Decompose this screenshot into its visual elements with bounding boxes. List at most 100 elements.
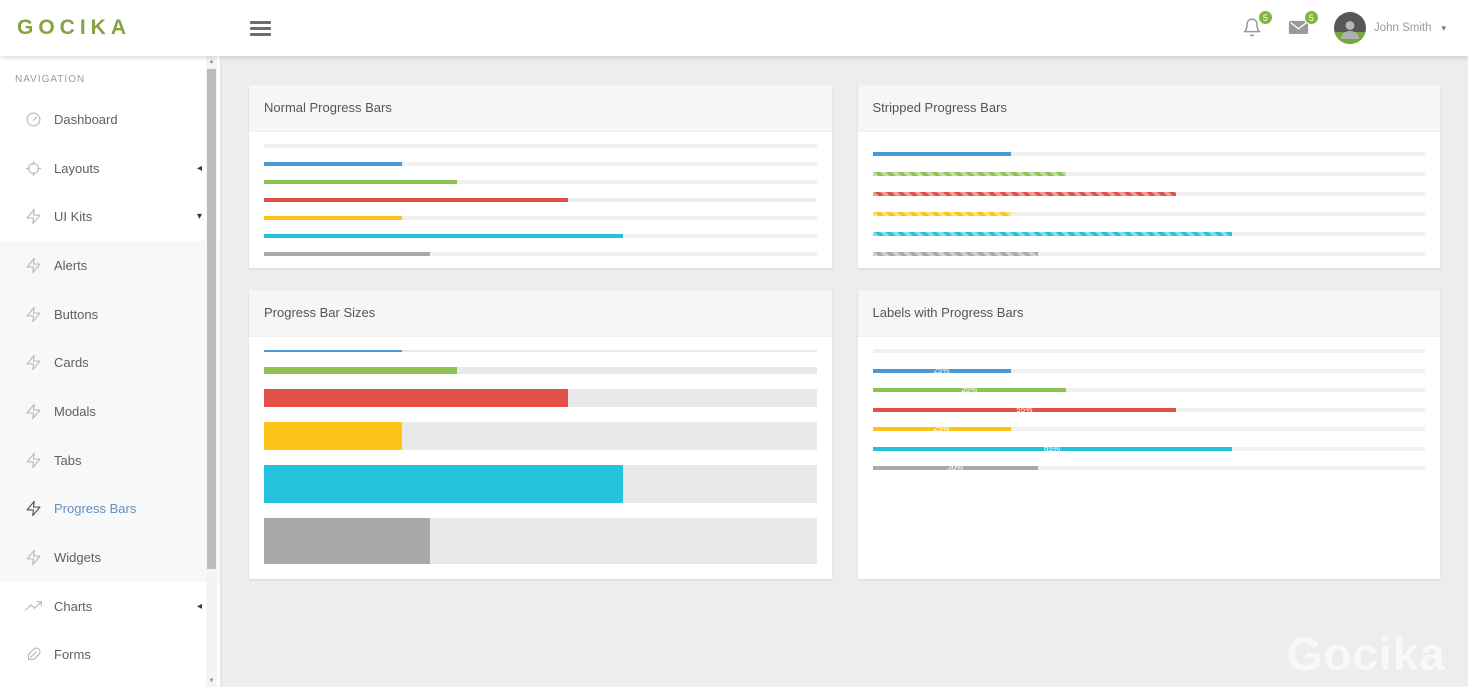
scrollbar-thumb[interactable] xyxy=(207,69,216,569)
sidebar: NAVIGATION Dashboard Layouts ◂ UI Kits ▾ Aler… xyxy=(0,56,220,687)
progress-bar-gray xyxy=(264,252,430,256)
card-progress-bar-sizes: Progress Bar Sizes xyxy=(249,290,832,579)
card-body xyxy=(249,337,832,579)
progress-track xyxy=(264,144,817,148)
chevron-down-icon: ▾ xyxy=(196,211,202,223)
sidebar-item-cards[interactable]: Cards xyxy=(0,338,220,388)
sidebar-item-dashboard[interactable]: Dashboard xyxy=(0,95,220,144)
zap-icon xyxy=(25,208,42,225)
progress-track xyxy=(872,349,1425,353)
card-normal-progress-bars: Normal Progress Bars xyxy=(249,85,832,268)
sidebar-item-widgets[interactable]: Widgets xyxy=(0,533,220,582)
progress-track xyxy=(264,389,817,407)
progress-bar-green: 35% xyxy=(872,386,1066,394)
card-header: Normal Progress Bars xyxy=(249,85,832,132)
sidebar-item-label: Layouts xyxy=(54,160,100,176)
progress-bar-yellow: 25% xyxy=(872,424,1011,433)
progress-track xyxy=(264,216,817,220)
card-body xyxy=(249,132,832,268)
zap-icon xyxy=(25,354,42,371)
progress-bar-green xyxy=(872,172,1066,176)
sidebar-item-alerts[interactable]: Alerts xyxy=(0,241,220,290)
messages-button[interactable]: 5 xyxy=(1288,10,1319,41)
sidebar-item-label: UI Kits xyxy=(54,209,93,225)
progress-bar-green xyxy=(264,367,458,374)
sidebar-item-label: Dashboard xyxy=(54,111,118,127)
card-title: Stripped Progress Bars xyxy=(872,100,1007,115)
progress-track xyxy=(264,422,817,450)
progress-track xyxy=(872,212,1425,216)
card-title: Normal Progress Bars xyxy=(264,100,392,115)
avatar xyxy=(1333,12,1366,44)
card-header: Stripped Progress Bars xyxy=(857,85,1440,132)
progress-bar-cyan xyxy=(264,465,624,503)
progress-track: 25% xyxy=(872,365,1425,375)
progress-bar-yellow xyxy=(872,212,1011,216)
progress-track xyxy=(264,367,817,374)
person-icon xyxy=(1340,21,1359,39)
progress-track xyxy=(872,192,1425,196)
sidebar-item-buttons[interactable]: Buttons xyxy=(0,289,220,339)
progress-track xyxy=(264,198,817,202)
progress-bar-gray xyxy=(872,252,1039,256)
scroll-down-arrow[interactable]: ▼ xyxy=(208,678,215,684)
progress-track xyxy=(264,465,817,503)
envelope-icon xyxy=(1288,20,1309,41)
progress-track xyxy=(264,234,817,238)
progress-label: 25% xyxy=(933,365,950,375)
user-name: John Smith xyxy=(1373,22,1432,34)
progress-bar-red xyxy=(872,192,1177,196)
notifications-button[interactable]: 5 xyxy=(1242,10,1273,42)
zap-icon xyxy=(25,306,42,323)
sidebar-item-progress-bars[interactable]: Progress Bars xyxy=(0,484,220,534)
sidebar-item-label: Tabs xyxy=(54,452,82,468)
sidebar-item-modals[interactable]: Modals xyxy=(0,387,220,436)
zap-icon xyxy=(25,403,42,420)
progress-bar-yellow xyxy=(264,422,403,450)
progress-track: 55% xyxy=(872,404,1425,414)
gauge-icon xyxy=(25,111,42,128)
sidebar-item-tabs[interactable]: Tabs xyxy=(0,435,220,485)
user-menu[interactable]: John Smith ▾ xyxy=(1333,12,1446,44)
progress-label: 65% xyxy=(1044,443,1061,453)
trending-up-icon xyxy=(25,598,42,615)
progress-label: 25% xyxy=(933,424,950,433)
sidebar-item-forms[interactable]: Forms xyxy=(0,631,220,680)
progress-bar-gray: 30% xyxy=(872,463,1039,472)
progress-track: 65% xyxy=(872,443,1425,453)
sidebar-item-layouts[interactable]: Layouts ◂ xyxy=(0,144,220,193)
feather-icon xyxy=(25,646,42,663)
sidebar-item-label: Forms xyxy=(54,647,91,663)
progress-track xyxy=(264,350,817,352)
sidebar-item-ui-kits[interactable]: UI Kits ▾ xyxy=(0,192,220,241)
card-labels-with-progress-bars: Labels with Progress Bars 25% 35% 55% 25% 65%… xyxy=(857,290,1440,579)
progress-track xyxy=(872,252,1425,256)
sidebar-item-label: Widgets xyxy=(54,550,101,566)
progress-bar-red xyxy=(264,389,568,407)
card-header: Labels with Progress Bars xyxy=(857,290,1440,337)
sidebar-item-label: Alerts xyxy=(54,257,88,273)
progress-label: 30% xyxy=(947,463,964,472)
zap-icon xyxy=(25,549,42,566)
progress-bar-red: 55% xyxy=(872,404,1177,414)
message-badge: 5 xyxy=(1303,10,1319,25)
progress-track xyxy=(264,518,817,564)
sidebar-item-charts[interactable]: Charts ◂ xyxy=(0,582,220,631)
zap-icon xyxy=(25,257,42,274)
hamburger-menu-icon[interactable] xyxy=(250,18,272,39)
progress-track: 35% xyxy=(872,386,1425,394)
progress-track xyxy=(872,232,1425,236)
progress-track xyxy=(264,180,817,184)
top-header: GOCIKA 5 5 xyxy=(0,0,1468,56)
progress-bar-red xyxy=(264,198,568,202)
scroll-up-arrow[interactable]: ▲ xyxy=(208,59,215,65)
bell-icon xyxy=(1242,18,1262,42)
sidebar-scrollbar[interactable]: ▲ ▼ xyxy=(206,56,217,687)
zap-icon xyxy=(25,500,42,517)
progress-bar-cyan xyxy=(872,232,1232,236)
progress-bar-blue xyxy=(872,152,1011,156)
zap-icon xyxy=(25,452,42,469)
logo-area: GOCIKA xyxy=(0,16,220,40)
sidebar-item-label: Charts xyxy=(54,598,93,614)
progress-label: 55% xyxy=(1016,404,1033,414)
